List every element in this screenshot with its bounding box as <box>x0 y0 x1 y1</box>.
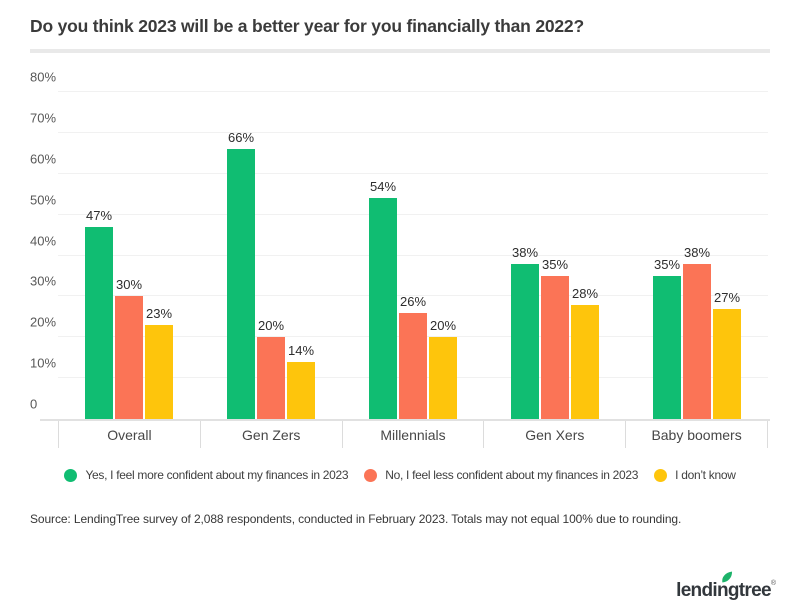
legend: Yes, I feel more confident about my fina… <box>20 468 780 482</box>
bar-value-label: 30% <box>115 277 143 293</box>
bar: 27% <box>713 290 741 419</box>
x-category-label: Gen Xers <box>483 421 625 448</box>
bar: 35% <box>541 257 569 419</box>
logo-registered-mark: ® <box>770 580 776 587</box>
bar: 23% <box>145 306 173 419</box>
bar-value-label: 20% <box>257 318 285 334</box>
x-category-label: Overall <box>58 421 200 448</box>
leaf-icon <box>722 571 733 583</box>
bar-group-gen-zers: 66% 20% 14% <box>200 92 342 419</box>
gridline <box>58 131 768 133</box>
legend-item: No, I feel less confident about my finan… <box>364 468 638 482</box>
bar-chart: 80% 70% 60% 50% 40% 30% 20% 10% 0 47% 30% 23% 66% 20… <box>30 70 770 419</box>
logo-text: lendingtree <box>676 580 771 601</box>
bar-value-label: 35% <box>653 256 681 272</box>
bar-value-label: 28% <box>571 285 599 301</box>
y-tick-label: 0 <box>30 396 38 412</box>
source-note: Source: LendingTree survey of 2,088 resp… <box>30 512 682 526</box>
gridline <box>58 172 768 174</box>
bar-value-label: 27% <box>713 289 741 305</box>
x-category-label: Millennials <box>341 421 484 448</box>
bar: 20% <box>429 318 457 419</box>
gridline <box>58 254 768 256</box>
legend-dot-icon <box>364 468 378 482</box>
chart-title: Do you think 2023 will be a better year … <box>30 16 584 36</box>
bar: 47% <box>85 208 113 419</box>
legend-dot-icon <box>64 468 78 482</box>
y-tick-label: 60% <box>30 151 57 167</box>
y-tick-label: 50% <box>30 192 57 208</box>
bar: 66% <box>227 130 255 419</box>
bar: 38% <box>511 245 539 419</box>
bar: 20% <box>257 318 285 419</box>
bar: 54% <box>369 179 397 419</box>
lendingtree-logo: lendingtree® <box>676 571 776 606</box>
bar-value-label: 14% <box>287 342 315 358</box>
bar: 26% <box>399 294 427 419</box>
gridline <box>58 91 768 92</box>
bar: 30% <box>115 277 143 419</box>
legend-label: No, I feel less confident about my finan… <box>385 468 639 482</box>
y-tick-label: 80% <box>30 69 57 85</box>
legend-item: Yes, I feel more confident about my fina… <box>64 468 349 482</box>
title-divider <box>30 49 770 53</box>
bar-value-label: 54% <box>369 179 397 195</box>
x-axis-line <box>40 419 770 421</box>
bar: 14% <box>287 343 315 419</box>
y-tick-label: 30% <box>30 273 57 289</box>
gridline <box>58 295 768 297</box>
bar-group-millennials: 54% 26% 20% <box>342 92 484 419</box>
bar-value-label: 23% <box>145 306 173 321</box>
x-category-label: Baby boomers <box>625 421 768 448</box>
plot-area: 47% 30% 23% 66% 20% 14% 54% 26% 20% 38% 35% 28% 35% 3… <box>58 92 768 419</box>
bar-group-baby-boomers: 35% 38% 27% <box>626 92 768 419</box>
bar-value-label: 38% <box>683 244 711 260</box>
bar-value-label: 66% <box>227 130 255 146</box>
bar-value-label: 47% <box>85 207 113 223</box>
bar: 28% <box>571 286 599 419</box>
bar: 35% <box>653 257 681 419</box>
bar-value-label: 35% <box>541 256 569 272</box>
legend-item: I don’t know <box>654 468 736 482</box>
gridline <box>58 213 768 215</box>
legend-label: I don’t know <box>675 468 736 482</box>
bar-value-label: 20% <box>429 318 457 334</box>
x-category-label: Gen Zers <box>199 421 342 448</box>
bar-value-label: 38% <box>511 244 539 260</box>
x-axis-labels: Overall Gen Zers Millennials Gen Xers Baby b… <box>58 421 768 448</box>
bar-group-overall: 47% 30% 23% <box>58 92 200 419</box>
y-tick-label: 20% <box>30 314 57 330</box>
y-tick-label: 10% <box>30 355 57 371</box>
bar-group-gen-xers: 38% 35% 28% <box>484 92 626 419</box>
bar: 38% <box>683 245 711 419</box>
y-tick-label: 70% <box>30 110 57 126</box>
legend-dot-icon <box>654 468 668 482</box>
legend-label: Yes, I feel more confident about my fina… <box>85 468 349 482</box>
bar-value-label: 26% <box>399 293 427 309</box>
y-tick-label: 40% <box>30 233 57 248</box>
